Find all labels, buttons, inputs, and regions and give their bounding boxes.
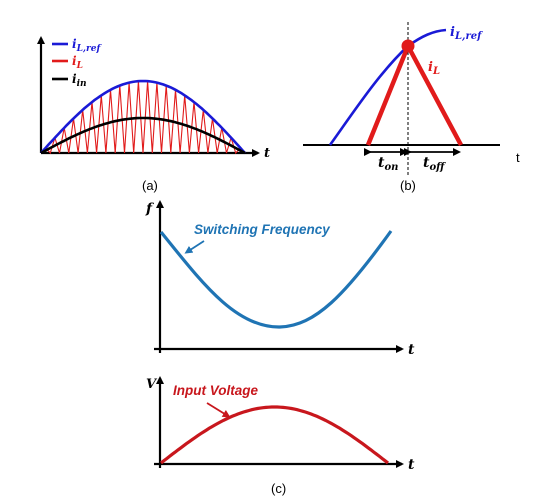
panel-c-bottom-x-label: t <box>408 457 415 473</box>
legend-label-il: iL <box>72 54 83 71</box>
panel-b-toff-label: toff <box>423 155 446 173</box>
panel-a: t iL,ref iL iin (a) <box>37 36 270 193</box>
panel-b-caption: (b) <box>400 178 416 193</box>
panel-b: t iL,ref iL ton toff (b) <box>303 22 520 193</box>
panel-a-iin-curve <box>40 116 246 155</box>
legend-label-iin: iin <box>72 72 87 89</box>
panel-c-caption: (c) <box>271 481 286 496</box>
panel-c-bottom-y-label: V <box>146 377 158 392</box>
legend-item-il-ref: iL,ref <box>52 37 102 54</box>
panel-c-top-y-label: f <box>145 201 155 217</box>
panel-a-caption: (a) <box>142 178 158 193</box>
input-voltage-pointer <box>206 402 231 418</box>
switching-frequency-label: Switching Frequency <box>194 222 331 237</box>
panel-c-top-x-label: t <box>408 342 415 358</box>
legend-item-iin: iin <box>52 72 87 89</box>
input-voltage-label: Input Voltage <box>173 383 258 398</box>
panel-a-il-ripple <box>40 81 246 155</box>
panel-b-ton-label: ton <box>378 155 398 173</box>
panel-a-legend: iL,ref iL iin <box>52 37 102 89</box>
panel-c: f t Switching Frequency V t Input Voltag… <box>145 200 415 496</box>
switching-frequency-pointer <box>184 240 205 254</box>
switching-frequency-curve <box>159 230 393 329</box>
panel-b-il-label: iL <box>428 60 440 77</box>
legend-item-il: iL <box>52 54 83 71</box>
legend-label-il-ref: iL,ref <box>72 37 102 54</box>
panel-b-il-ref-label: iL,ref <box>450 25 483 42</box>
panel-b-peak-dot <box>401 39 415 53</box>
panel-a-il-ref-curve <box>40 79 246 154</box>
input-voltage-curve <box>160 405 389 465</box>
panel-a-x-axis-label: t <box>264 146 270 161</box>
panel-b-x-axis-label: t <box>516 150 520 165</box>
panel-b-il-ref-curve <box>328 28 447 146</box>
panel-b-il-triangle <box>365 40 463 147</box>
